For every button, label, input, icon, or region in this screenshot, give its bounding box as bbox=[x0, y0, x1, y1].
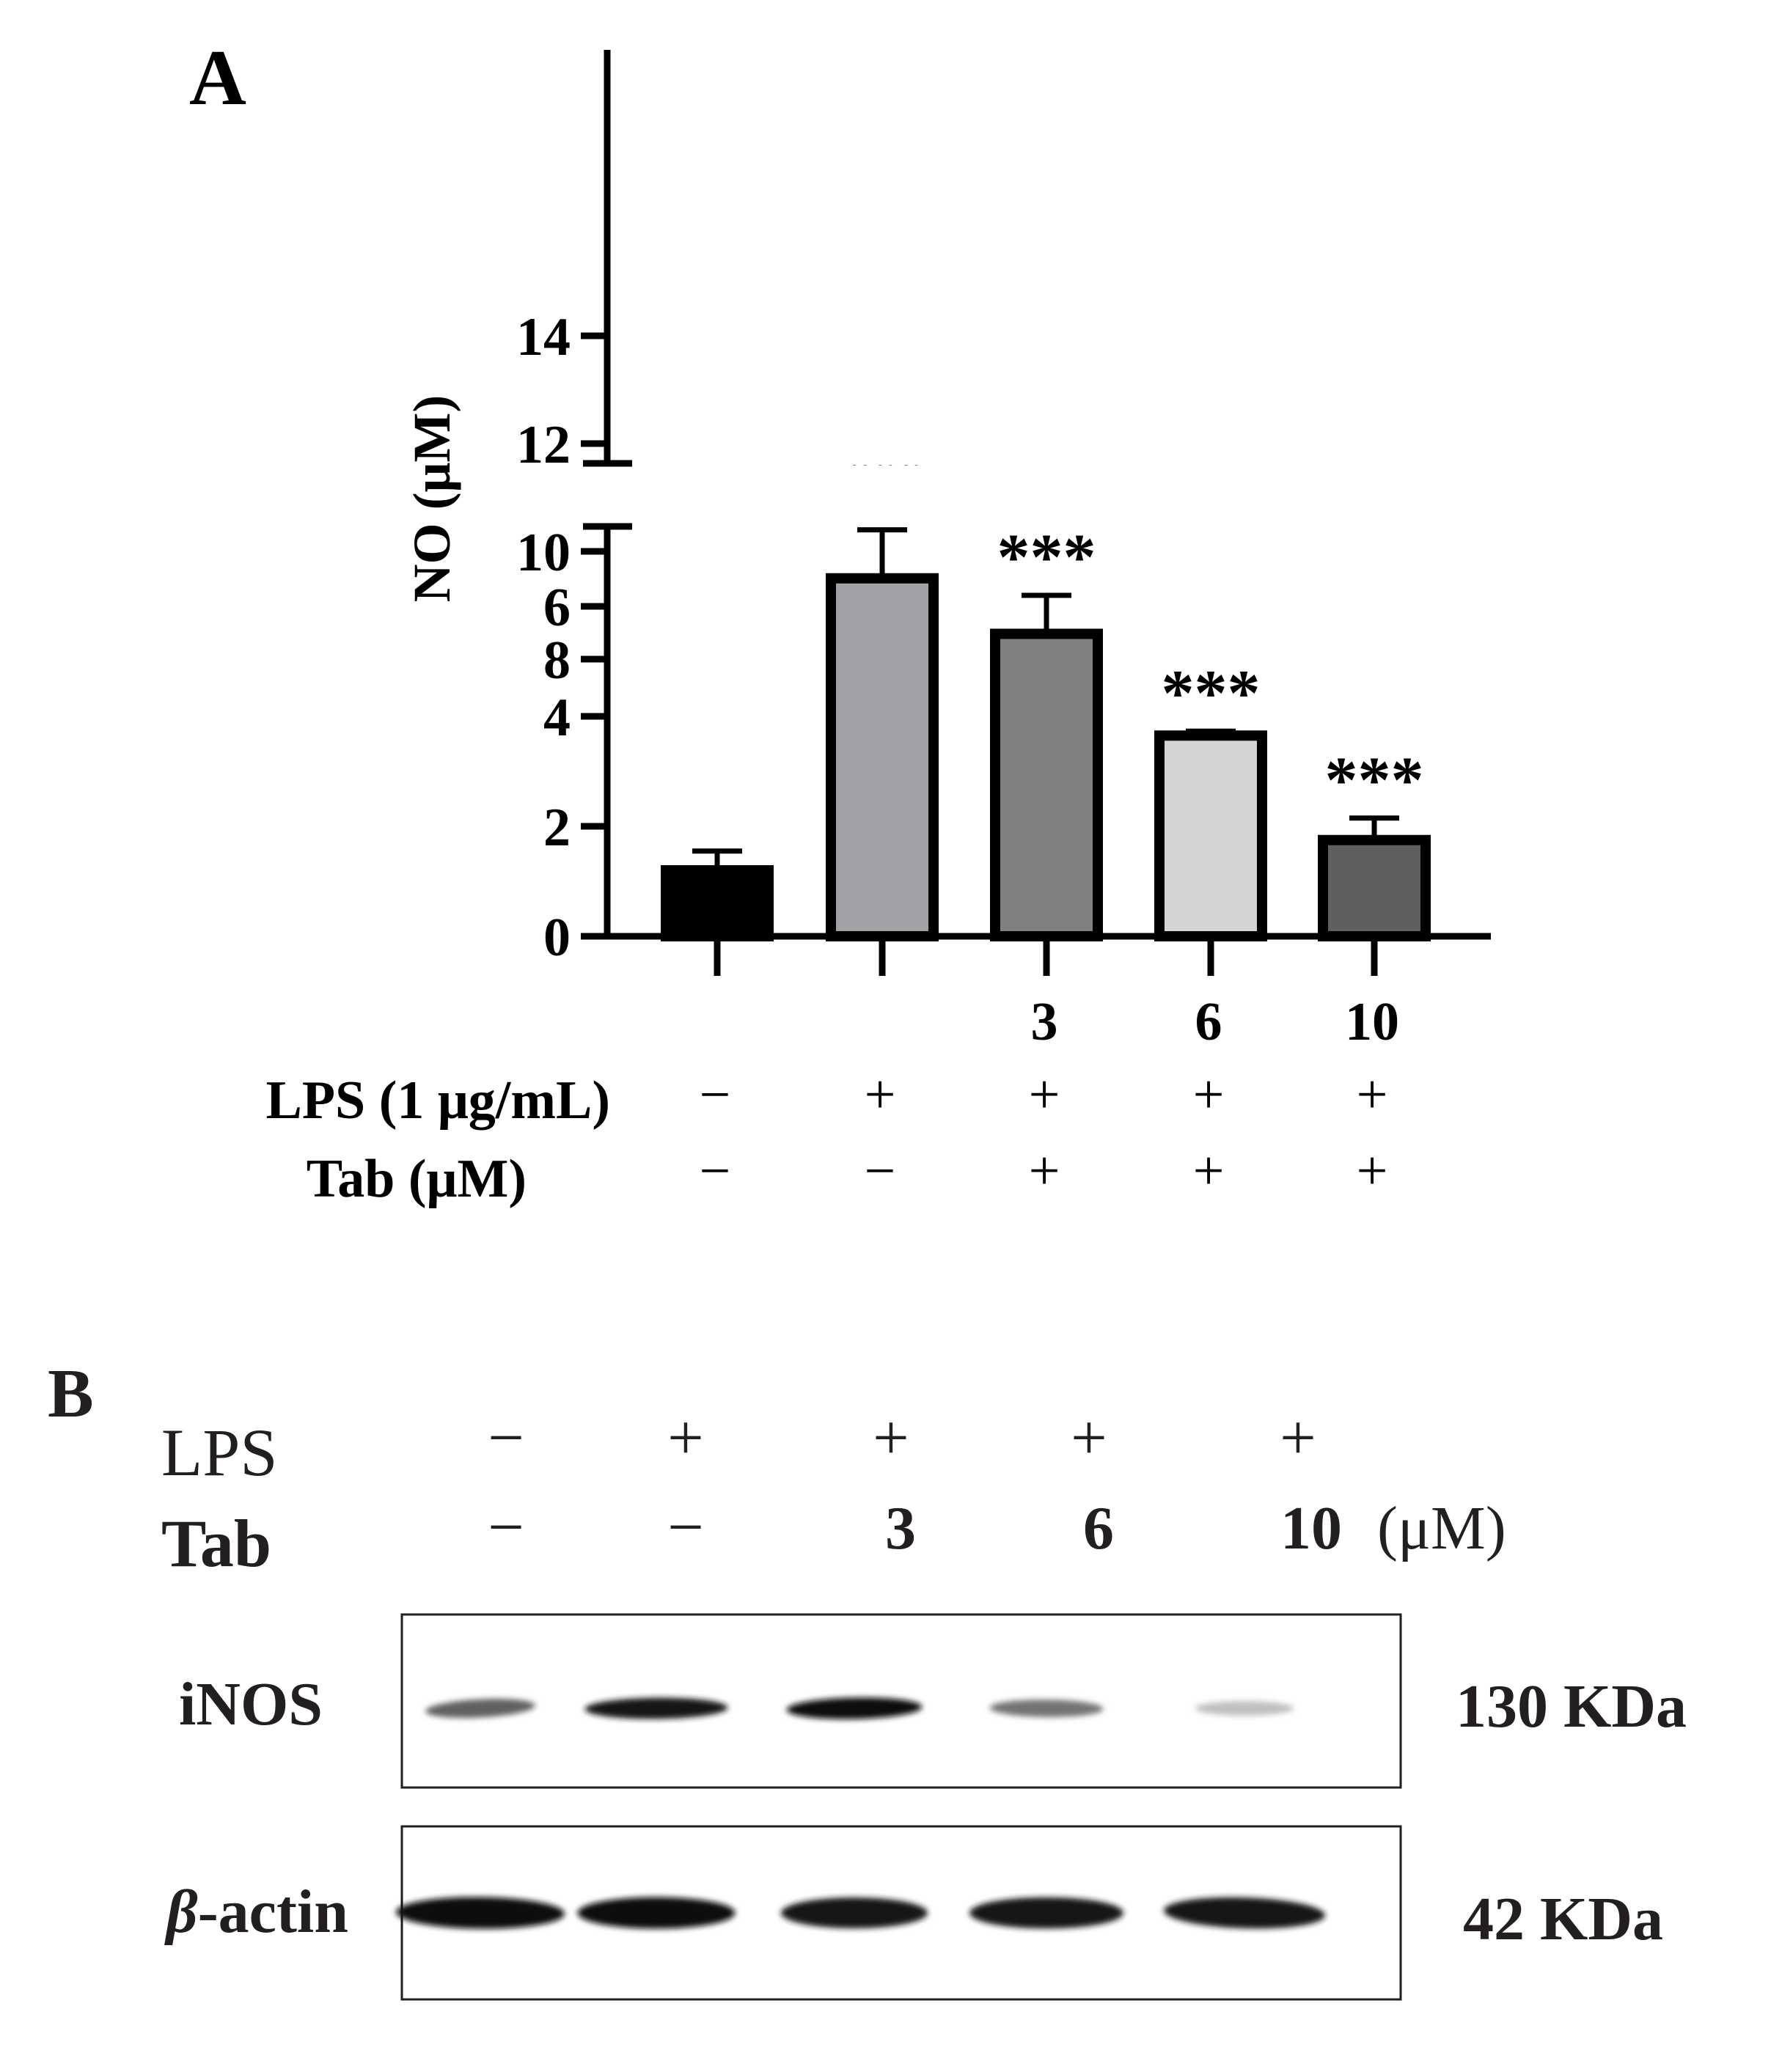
y-tick-label: 0 bbox=[543, 908, 571, 968]
tab-sign: + bbox=[1029, 1140, 1060, 1202]
blot-band bbox=[1164, 1897, 1325, 1929]
inos-label: iNOS bbox=[179, 1670, 323, 1738]
lps-sign: + bbox=[1357, 1064, 1388, 1125]
blot-band bbox=[786, 1697, 923, 1719]
beta-actin-bands bbox=[396, 1897, 1325, 1929]
blot-lps-sign: + bbox=[873, 1403, 909, 1474]
bar-break-gap bbox=[822, 466, 942, 524]
panel-b: B LPS Tab − + + + +− −3 6 10 (μM) iNOS 130 KDa … bbox=[48, 1356, 1687, 2001]
lps-row-label: LPS bbox=[161, 1415, 278, 1490]
blot-band bbox=[1195, 1701, 1294, 1716]
bar bbox=[661, 865, 774, 941]
blot-tab-value: 3 bbox=[885, 1494, 916, 1562]
y-tick-label: 6 bbox=[543, 578, 571, 638]
blot-tab-value: 6 bbox=[1083, 1494, 1114, 1562]
y-tick-label: 10 bbox=[516, 523, 571, 583]
tab-sign: − bbox=[700, 1140, 731, 1202]
blot-lps-sign: − bbox=[488, 1403, 524, 1474]
lps-sign: + bbox=[1193, 1064, 1225, 1125]
beta-symbol: β bbox=[164, 1878, 198, 1946]
blot-band bbox=[584, 1697, 728, 1719]
lps-condition-label: LPS (1 μg/mL) bbox=[265, 1070, 610, 1131]
y-axis bbox=[583, 50, 632, 936]
significance-label: *** bbox=[997, 521, 1096, 594]
bar-group: ### bbox=[826, 455, 939, 941]
beta-actin-size-label: 42 KDa bbox=[1463, 1885, 1663, 1953]
blot-lps-sign: + bbox=[1280, 1403, 1316, 1474]
tab-sign: − bbox=[865, 1140, 896, 1202]
panel-a-label: A bbox=[189, 34, 246, 122]
blot-tab-value: 10 bbox=[1280, 1494, 1342, 1562]
inos-bands bbox=[425, 1697, 1294, 1719]
blot-band bbox=[577, 1897, 736, 1929]
significance-label: *** bbox=[1325, 744, 1424, 817]
bar-group: *** bbox=[1318, 744, 1431, 941]
y-tick-label: 4 bbox=[543, 688, 571, 748]
bar-group: *** bbox=[1154, 657, 1267, 941]
blot-lps-sign: + bbox=[1071, 1403, 1107, 1474]
blot-band bbox=[989, 1700, 1104, 1717]
actin-text: -actin bbox=[198, 1878, 348, 1946]
tab-row-label: Tab bbox=[161, 1506, 271, 1581]
y-tick-label: 8 bbox=[543, 631, 571, 691]
blot-band bbox=[396, 1897, 565, 1929]
tab-condition-label: Tab (μM) bbox=[307, 1149, 527, 1209]
blot-tab-value: − bbox=[667, 1492, 704, 1563]
y-axis-label: NO (μM) bbox=[403, 395, 461, 603]
tab-sign: + bbox=[1357, 1140, 1388, 1202]
blot-band bbox=[969, 1897, 1123, 1929]
bar bbox=[990, 628, 1103, 941]
x-tick-label: 10 bbox=[1345, 992, 1399, 1052]
y-tick-label: 14 bbox=[516, 307, 571, 367]
y-tick-label: 2 bbox=[543, 798, 571, 858]
bar bbox=[1154, 730, 1267, 941]
panel-b-label: B bbox=[48, 1356, 94, 1432]
bar bbox=[1318, 834, 1431, 941]
tab-sign: + bbox=[1193, 1140, 1225, 1202]
lps-sign: − bbox=[700, 1064, 731, 1125]
x-tick-label: 3 bbox=[1031, 992, 1058, 1052]
x-ticks: 3 6 10 bbox=[714, 936, 1399, 1052]
condition-signs: − + + + + − − + + + bbox=[700, 1064, 1388, 1202]
significance-label: *** bbox=[1162, 657, 1261, 730]
y-ticks: 0 2 4 68 10 12 14 bbox=[516, 307, 607, 968]
blot-band bbox=[425, 1698, 535, 1719]
lps-sign: + bbox=[865, 1064, 896, 1125]
bar-group: *** bbox=[990, 521, 1103, 941]
blot-tab-value: − bbox=[488, 1492, 524, 1563]
bar-group bbox=[661, 848, 774, 941]
x-tick-label: 6 bbox=[1195, 992, 1222, 1052]
unit-label: (μM) bbox=[1377, 1494, 1506, 1562]
inos-size-label: 130 KDa bbox=[1456, 1672, 1687, 1741]
blot-band bbox=[781, 1897, 928, 1929]
blot-lps-sign: + bbox=[667, 1403, 704, 1474]
y-tick-label: 12 bbox=[516, 415, 571, 475]
lps-sign: + bbox=[1029, 1064, 1060, 1125]
blot-condition-values: − + + + + − − 3 6 10 bbox=[488, 1403, 1342, 1563]
beta-actin-label: β-actin bbox=[164, 1878, 348, 1946]
bars: ### *** *** *** bbox=[661, 455, 1431, 941]
bar bbox=[826, 573, 939, 941]
